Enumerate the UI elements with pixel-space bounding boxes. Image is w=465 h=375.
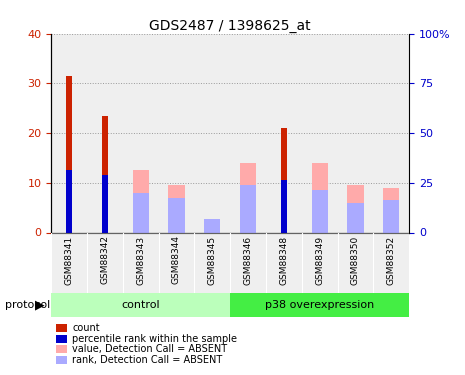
Bar bbox=[240, 185, 256, 232]
Bar bbox=[204, 219, 220, 232]
Text: p38 overexpression: p38 overexpression bbox=[265, 300, 374, 310]
Bar bbox=[168, 185, 185, 232]
Text: rank, Detection Call = ABSENT: rank, Detection Call = ABSENT bbox=[72, 355, 222, 364]
Bar bbox=[102, 116, 108, 232]
Bar bbox=[347, 185, 364, 232]
Text: value, Detection Call = ABSENT: value, Detection Call = ABSENT bbox=[72, 344, 227, 354]
Bar bbox=[281, 128, 287, 232]
Text: percentile rank within the sample: percentile rank within the sample bbox=[72, 334, 237, 344]
Text: GSM88346: GSM88346 bbox=[244, 236, 252, 285]
Bar bbox=[338, 34, 373, 232]
Bar bbox=[281, 180, 287, 232]
Bar bbox=[312, 190, 328, 232]
Bar bbox=[102, 176, 108, 232]
Text: GSM88343: GSM88343 bbox=[136, 236, 145, 285]
Bar bbox=[230, 232, 266, 292]
Bar bbox=[123, 34, 159, 232]
Bar bbox=[230, 292, 409, 317]
Bar bbox=[159, 232, 194, 292]
Bar bbox=[312, 163, 328, 232]
Bar bbox=[51, 232, 87, 292]
Bar bbox=[66, 76, 72, 232]
Bar bbox=[123, 232, 159, 292]
Bar bbox=[51, 292, 230, 317]
Bar bbox=[133, 193, 149, 232]
Bar bbox=[66, 170, 72, 232]
Text: GSM88348: GSM88348 bbox=[279, 236, 288, 285]
Bar bbox=[338, 232, 373, 292]
Text: control: control bbox=[121, 300, 160, 310]
Bar bbox=[87, 232, 123, 292]
Bar bbox=[133, 170, 149, 232]
Bar bbox=[194, 34, 230, 232]
Text: GSM88345: GSM88345 bbox=[208, 236, 217, 285]
Bar bbox=[373, 34, 409, 232]
Text: GSM88342: GSM88342 bbox=[100, 236, 109, 285]
Title: GDS2487 / 1398625_at: GDS2487 / 1398625_at bbox=[149, 19, 311, 33]
Bar bbox=[159, 34, 194, 232]
Bar bbox=[383, 200, 399, 232]
Text: GSM88352: GSM88352 bbox=[387, 236, 396, 285]
Text: GSM88350: GSM88350 bbox=[351, 236, 360, 285]
Text: GSM88341: GSM88341 bbox=[65, 236, 73, 285]
Bar bbox=[302, 34, 338, 232]
Bar bbox=[302, 232, 338, 292]
Bar bbox=[266, 34, 302, 232]
Bar bbox=[168, 198, 185, 232]
Text: count: count bbox=[72, 323, 100, 333]
Bar bbox=[266, 232, 302, 292]
Bar bbox=[87, 34, 123, 232]
Bar bbox=[194, 232, 230, 292]
Bar bbox=[230, 34, 266, 232]
Bar bbox=[373, 232, 409, 292]
Text: ▶: ▶ bbox=[34, 298, 44, 311]
Bar bbox=[240, 163, 256, 232]
Bar bbox=[347, 202, 364, 232]
Text: protocol: protocol bbox=[5, 300, 50, 310]
Text: GSM88349: GSM88349 bbox=[315, 236, 324, 285]
Bar bbox=[383, 188, 399, 232]
Bar bbox=[51, 34, 87, 232]
Text: GSM88344: GSM88344 bbox=[172, 236, 181, 285]
